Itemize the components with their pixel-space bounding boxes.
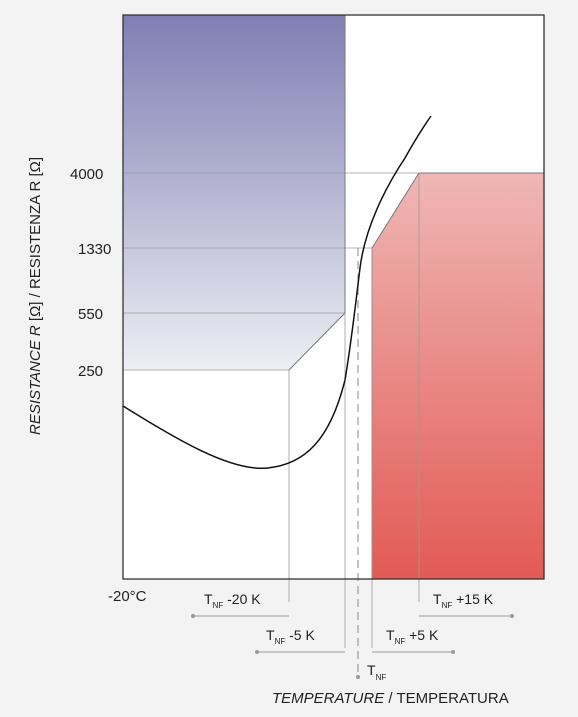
marker-label-minus-5: TNF -5 K [266,627,315,646]
y-axis-title-regular: [Ω] / RESISTENZA R [Ω] [27,157,44,325]
bracket-end-dot [451,650,455,654]
marker-label-minus-20: TNF -20 K [204,591,261,610]
plot-frame [122,14,545,580]
high-temperature-zone [372,173,544,579]
y-tick-label: 550 [78,306,103,323]
y-axis-title: RESISTANCE R [Ω] / RESISTENZA R [Ω] [27,157,44,435]
y-axis-title-italic: RESISTANCE R [27,325,44,435]
x-start-label: -20°C [108,588,147,605]
marker-label-plus-5: TNF +5 K [386,627,439,646]
x-axis-title-regular: / TEMPERATURA [384,690,508,707]
x-axis-title-italic: TEMPERATURE [272,690,385,707]
x-axis-title: TEMPERATURE / TEMPERATURA [272,690,509,707]
tnf-dot [356,675,360,679]
bracket-end-dot [255,650,259,654]
y-tick-label: 1330 [78,241,111,258]
y-tick-label: 4000 [70,166,103,183]
low-temperature-zone [123,15,345,370]
tnf-label: TNF [367,662,386,682]
bracket-end-dot [510,614,514,618]
resistance-curve [122,115,432,470]
marker-label-plus-15: TNF +15 K [433,591,494,610]
bracket-end-dot [191,614,195,618]
y-tick-label: 250 [78,363,103,380]
